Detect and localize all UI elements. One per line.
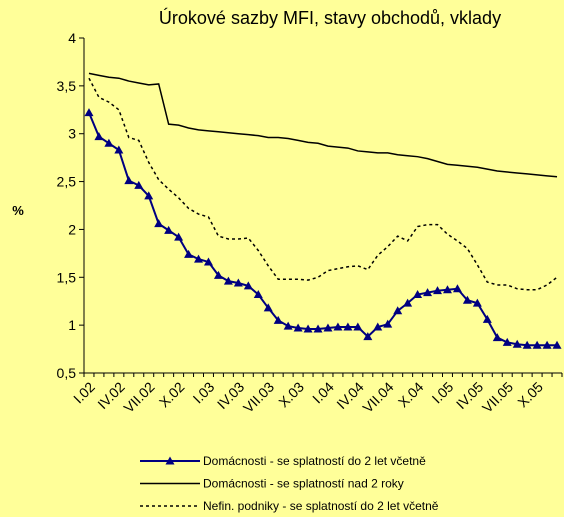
data-point xyxy=(502,337,512,346)
series-line xyxy=(88,112,558,347)
data-point xyxy=(84,108,94,117)
legend-marker xyxy=(165,456,175,465)
data-point xyxy=(442,285,452,294)
data-point xyxy=(413,290,423,299)
data-point xyxy=(433,286,443,295)
data-point xyxy=(154,219,164,228)
data-point xyxy=(174,232,184,241)
x-tick-label: VII.02 xyxy=(120,378,157,415)
data-point xyxy=(94,132,104,141)
data-point xyxy=(522,340,532,349)
data-point xyxy=(552,340,562,349)
data-point xyxy=(462,295,472,304)
x-tick-label: VII.05 xyxy=(479,378,516,415)
data-point xyxy=(104,138,114,147)
data-point xyxy=(194,254,204,263)
y-tick-label: 2,5 xyxy=(57,174,77,190)
data-point xyxy=(452,284,462,293)
data-point xyxy=(233,278,243,287)
data-point xyxy=(343,322,353,331)
data-point xyxy=(164,225,174,234)
data-point xyxy=(323,323,333,332)
data-point xyxy=(423,288,433,297)
data-point xyxy=(333,322,343,331)
y-tick-label: 1 xyxy=(68,317,76,333)
chart-title: Úrokové sazby MFI, stavy obchodů, vklady xyxy=(159,7,501,28)
data-point xyxy=(203,257,213,266)
legend-label: Domácnosti - se splatností do 2 let včet… xyxy=(203,454,426,468)
data-point xyxy=(472,298,482,307)
legend-label: Nefin. podniky - se splatností do 2 let … xyxy=(203,499,439,513)
x-tick-label: X.04 xyxy=(395,378,427,410)
series-line xyxy=(88,77,558,291)
x-tick-label: I.02 xyxy=(70,378,98,406)
y-tick-label: 1,5 xyxy=(57,269,77,285)
data-point xyxy=(482,314,492,323)
y-tick-label: 3,5 xyxy=(57,78,77,94)
data-point xyxy=(134,180,144,189)
data-point xyxy=(114,145,124,154)
data-point xyxy=(313,324,323,333)
data-point xyxy=(263,303,273,312)
data-point xyxy=(283,321,293,330)
x-tick-label: I.03 xyxy=(190,378,218,406)
x-tick-label: I.05 xyxy=(429,378,457,406)
data-point xyxy=(273,315,283,324)
legend-label: Domácnosti - se splatností nad 2 roky xyxy=(203,477,404,491)
data-point xyxy=(492,333,502,342)
x-tick-label: X.03 xyxy=(275,378,307,410)
data-point xyxy=(512,339,522,348)
data-point xyxy=(353,322,363,331)
x-tick-label: X.05 xyxy=(514,378,546,410)
data-point xyxy=(184,249,194,258)
y-axis-label: % xyxy=(12,203,24,218)
x-tick-label: VII.04 xyxy=(359,378,396,415)
data-point xyxy=(223,276,233,285)
y-tick-label: 2 xyxy=(68,221,76,237)
data-point xyxy=(213,270,223,279)
data-point xyxy=(373,322,383,331)
data-point xyxy=(243,281,253,290)
y-tick-label: 3 xyxy=(68,126,76,142)
data-point xyxy=(403,298,413,307)
data-point xyxy=(363,332,373,341)
data-point xyxy=(303,324,313,333)
data-point xyxy=(393,306,403,315)
data-point xyxy=(532,340,542,349)
series-line xyxy=(88,72,558,178)
data-point xyxy=(542,340,552,349)
x-tick-label: X.02 xyxy=(156,378,188,410)
y-tick-label: 4 xyxy=(68,30,76,46)
data-point xyxy=(253,290,263,299)
y-tick-label: 0,5 xyxy=(57,365,77,381)
data-point xyxy=(383,319,393,328)
data-point xyxy=(293,323,303,332)
x-tick-label: VII.03 xyxy=(240,378,277,415)
x-tick-label: I.04 xyxy=(309,378,337,406)
data-point xyxy=(124,176,134,185)
data-point xyxy=(144,191,154,200)
